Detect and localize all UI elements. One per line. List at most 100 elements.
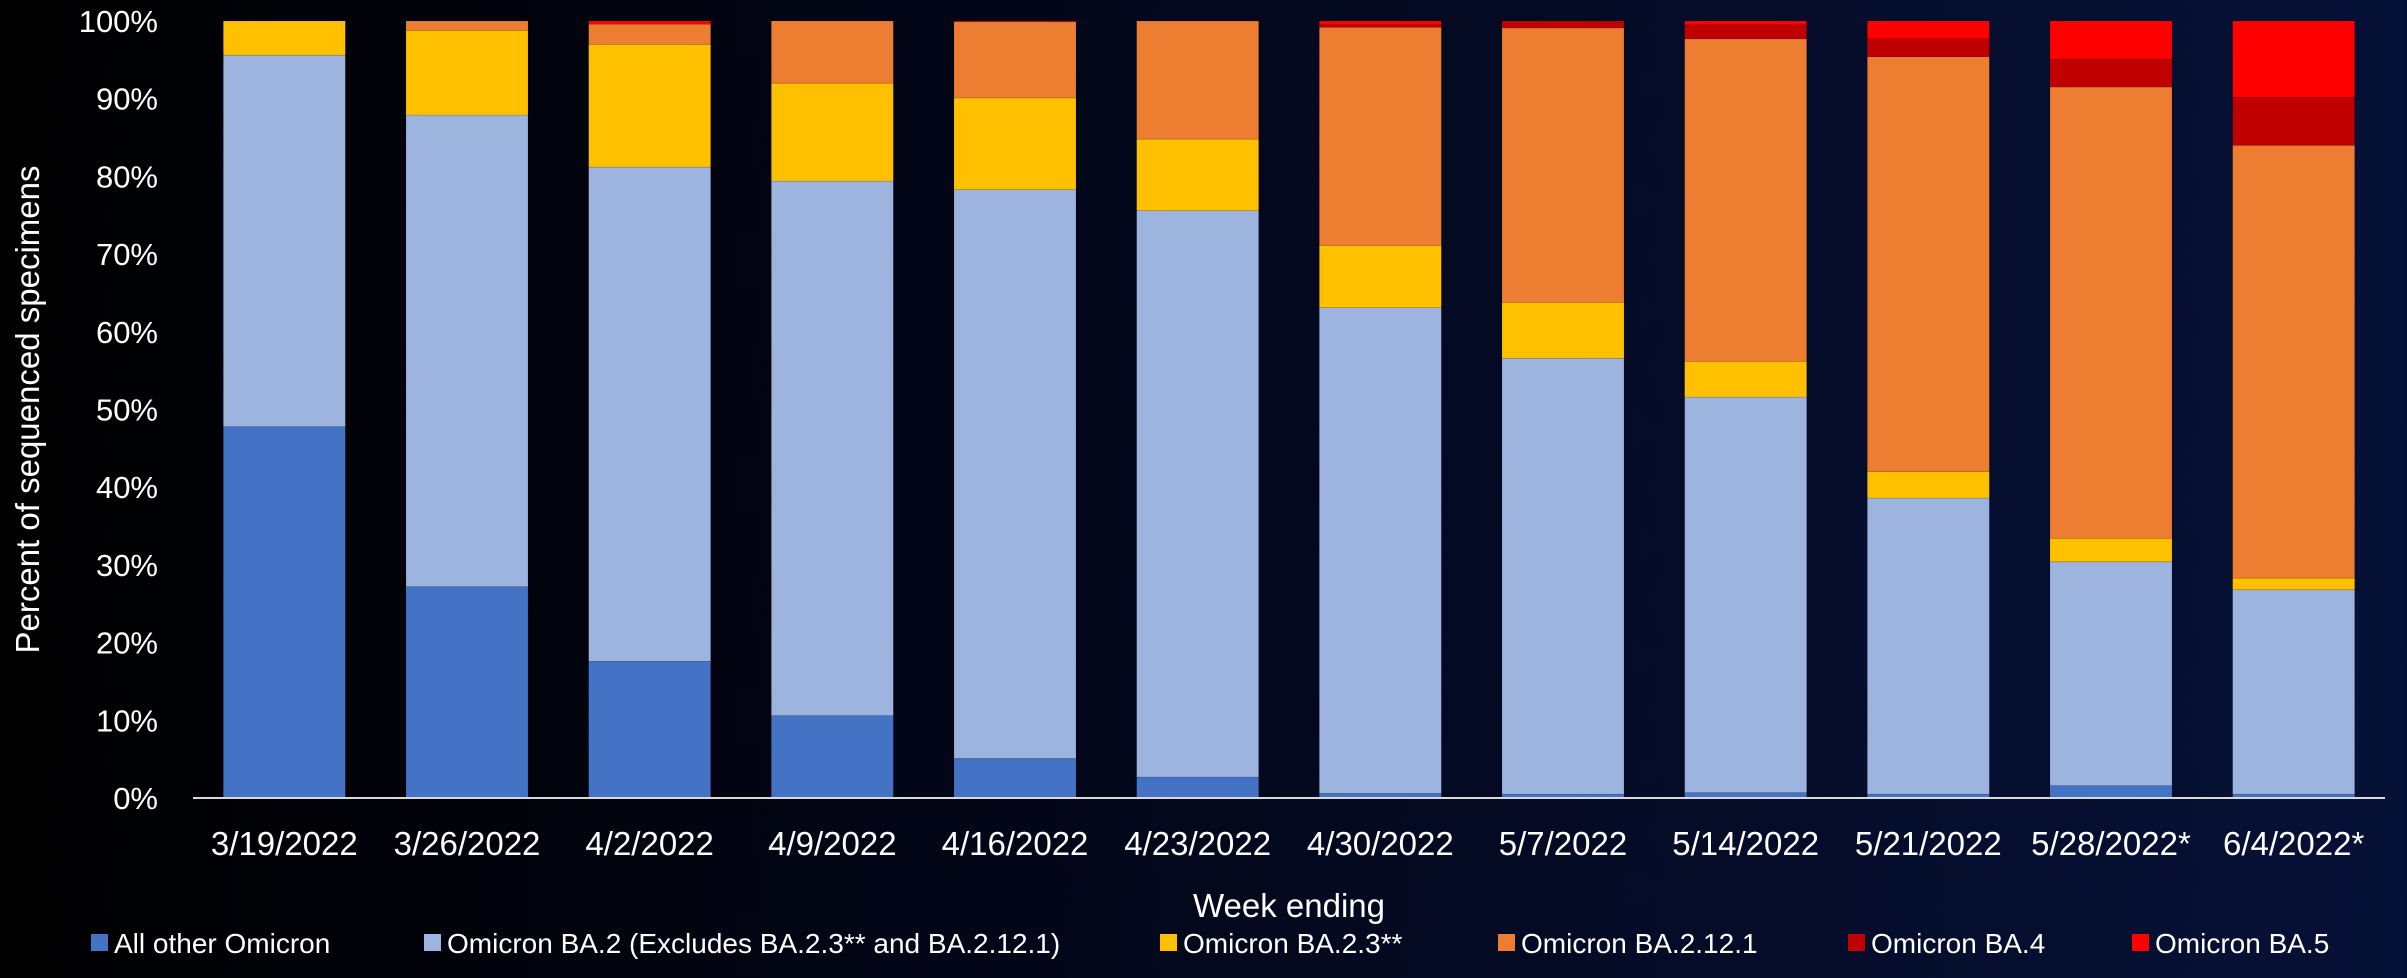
- bar-stack: [771, 20, 894, 799]
- legend-label: Omicron BA.2.12.1: [1521, 928, 1758, 959]
- bar-segment: [1684, 24, 1807, 40]
- bar-segment: [1501, 27, 1625, 303]
- bar-segment: [588, 44, 711, 168]
- bar-segment: [1319, 24, 1442, 28]
- x-axis-labels: 3/19/2022 3/26/2022 4/2/2022 4/9/2022 4/16/2…: [211, 825, 2365, 862]
- bar-segment: [2049, 561, 2173, 786]
- bar-segment: [588, 660, 711, 799]
- bar-segment: [1136, 20, 1259, 140]
- x-tick-label: 5/21/2022: [1855, 825, 2002, 862]
- bar-segment: [1867, 20, 1990, 40]
- legend-label: All other Omicron: [114, 928, 330, 959]
- bar-segment: [2232, 589, 2355, 795]
- legend-swatch: [2132, 934, 2149, 951]
- bar-segment: [1136, 776, 1259, 799]
- bar-segment: [953, 189, 1077, 759]
- bar-segment: [1136, 210, 1259, 778]
- bar-segment: [588, 20, 711, 25]
- y-tick-label: 20%: [96, 626, 158, 661]
- bar-stack: [2232, 20, 2355, 799]
- bar-segment: [1684, 20, 1807, 26]
- x-tick-label: 3/19/2022: [211, 825, 358, 862]
- y-tick-label: 30%: [96, 548, 158, 583]
- bar-stack: [953, 20, 1077, 799]
- x-tick-label: 4/30/2022: [1307, 825, 1454, 862]
- legend-label: Omicron BA.2.3**: [1183, 928, 1403, 959]
- x-tick-label: 5/28/2022*: [2031, 825, 2191, 862]
- x-tick-label: 4/2/2022: [585, 825, 713, 862]
- bar-segment: [1319, 307, 1442, 794]
- y-tick-label: 0%: [113, 781, 158, 816]
- legend-swatch: [1498, 934, 1515, 951]
- y-tick-label: 100%: [79, 4, 158, 39]
- y-tick-label: 80%: [96, 159, 158, 194]
- bar-stack: [588, 20, 711, 799]
- bar-stack: [1501, 20, 1625, 799]
- y-tick-label: 50%: [96, 393, 158, 428]
- bar-segment: [2232, 577, 2355, 591]
- bar-segment: [2232, 145, 2355, 579]
- bar-segment: [2232, 20, 2355, 98]
- legend-item: Omicron BA.5: [2132, 928, 2329, 959]
- x-tick-label: 6/4/2022*: [2223, 825, 2364, 862]
- bar-segment: [405, 20, 529, 31]
- bar-segment: [223, 426, 346, 799]
- bar-segment: [771, 715, 894, 799]
- bar-stack: [1319, 20, 1442, 799]
- bar-segment: [2049, 58, 2173, 88]
- y-axis-ticks: 0% 10% 20% 30% 40% 50% 60% 70% 80% 90% 100%: [79, 4, 158, 816]
- bar-segment: [2049, 86, 2173, 539]
- legend-item: Omicron BA.2 (Excludes BA.2.3** and BA.2…: [424, 928, 1060, 959]
- bar-segment: [2049, 538, 2173, 563]
- x-axis-title: Week ending: [1193, 887, 1385, 924]
- bars-group: [223, 20, 2355, 799]
- y-tick-label: 70%: [96, 237, 158, 272]
- legend-swatch: [1848, 934, 1865, 951]
- bar-segment: [1319, 245, 1442, 309]
- bar-segment: [1501, 301, 1625, 359]
- x-tick-label: 4/23/2022: [1124, 825, 1271, 862]
- legend-label: Omicron BA.2 (Excludes BA.2.3** and BA.2…: [447, 928, 1060, 959]
- y-tick-label: 90%: [96, 82, 158, 117]
- bar-segment: [1684, 396, 1807, 793]
- bar-segment: [953, 20, 1077, 23]
- bar-segment: [1867, 497, 1990, 795]
- bar-segment: [2049, 20, 2173, 60]
- legend-swatch: [424, 934, 441, 951]
- x-tick-label: 5/7/2022: [1499, 825, 1627, 862]
- bar-stack: [1136, 20, 1259, 799]
- bar-segment: [1867, 56, 1990, 472]
- bar-stack: [1684, 20, 1807, 799]
- legend-item: All other Omicron: [91, 928, 330, 959]
- bar-segment: [405, 114, 529, 587]
- bar-stack: [1867, 20, 1990, 799]
- bar-stack: [2049, 20, 2173, 799]
- y-tick-label: 10%: [96, 703, 158, 738]
- bar-segment: [1136, 138, 1259, 211]
- legend-label: Omicron BA.4: [1871, 928, 2045, 959]
- legend-item: Omicron BA.4: [1848, 928, 2045, 959]
- bar-stack: [223, 20, 346, 799]
- bar-stack: [405, 20, 529, 799]
- bar-segment: [1501, 357, 1625, 795]
- bar-segment: [2049, 785, 2173, 799]
- bar-segment: [588, 166, 711, 662]
- bar-segment: [953, 758, 1077, 799]
- y-axis-title: Percent of sequenced specimens: [9, 166, 46, 654]
- bar-segment: [223, 54, 346, 427]
- bar-segment: [771, 82, 894, 182]
- legend-item: Omicron BA.2.12.1: [1498, 928, 1758, 959]
- bar-segment: [1867, 471, 1990, 499]
- bar-segment: [1684, 38, 1807, 362]
- bar-segment: [953, 21, 1077, 99]
- bar-segment: [405, 30, 529, 116]
- x-tick-label: 3/26/2022: [394, 825, 541, 862]
- legend-item: Omicron BA.2.3**: [1160, 928, 1403, 959]
- legend-swatch: [1160, 934, 1177, 951]
- bar-segment: [1684, 361, 1807, 398]
- x-tick-label: 5/14/2022: [1672, 825, 1819, 862]
- bar-segment: [1319, 26, 1442, 246]
- legend: All other Omicron Omicron BA.2 (Excludes …: [91, 928, 2329, 959]
- bar-segment: [771, 180, 894, 716]
